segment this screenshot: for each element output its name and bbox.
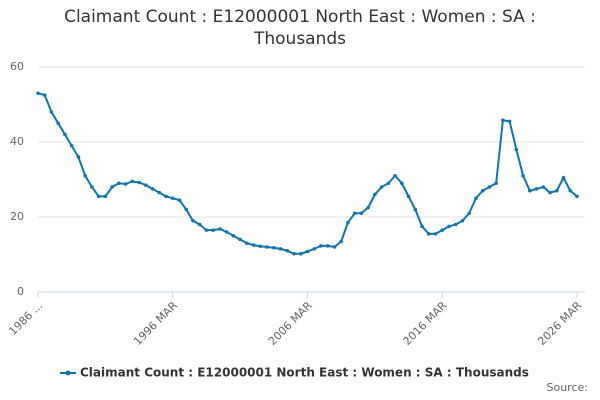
legend-label: Claimant Count : E12000001 North East : …: [80, 366, 529, 380]
point: [575, 194, 579, 199]
point: [251, 243, 256, 247]
point: [204, 228, 209, 232]
point: [63, 132, 67, 137]
point: [76, 155, 81, 159]
point: [150, 187, 155, 191]
point: [278, 247, 283, 251]
point: [312, 247, 317, 251]
point: [49, 110, 54, 114]
point: [130, 179, 135, 184]
point: [386, 181, 391, 186]
y-tick-label: 0: [17, 285, 24, 298]
point: [218, 227, 222, 231]
point: [177, 198, 182, 202]
point: [110, 185, 114, 189]
x-tick-label: 1986 ...: [6, 299, 45, 338]
point: [514, 147, 519, 152]
point: [96, 194, 101, 199]
y-tick-label: 40: [10, 135, 24, 148]
point: [413, 207, 418, 212]
point: [332, 245, 337, 249]
point: [339, 239, 343, 244]
point: [42, 93, 47, 97]
point: [406, 194, 411, 199]
point: [117, 181, 121, 186]
point: [554, 188, 559, 193]
point: [467, 211, 472, 216]
point: [507, 119, 512, 124]
chart-title: Claimant Count : E12000001 North East : …: [64, 7, 536, 49]
point: [197, 222, 202, 227]
point: [521, 173, 525, 178]
y-tick-label: 20: [10, 210, 24, 223]
point: [501, 118, 505, 123]
point: [325, 244, 330, 248]
point: [426, 232, 431, 236]
point: [144, 183, 148, 187]
point: [103, 194, 108, 199]
point: [36, 91, 40, 96]
point: [346, 220, 350, 225]
source: Source:: [547, 381, 589, 394]
point: [292, 251, 296, 256]
point: [258, 244, 263, 249]
point: [305, 249, 310, 254]
point: [231, 233, 236, 238]
point: [83, 173, 87, 178]
series-line: [37, 92, 578, 255]
point: [400, 181, 404, 186]
point: [534, 187, 539, 191]
point: [245, 241, 249, 246]
point: [541, 185, 546, 189]
point: [433, 232, 438, 236]
point: [298, 251, 303, 256]
point: [379, 185, 384, 189]
point: [191, 218, 195, 223]
point: [561, 175, 566, 180]
x-tick-label: 1996 MAR: [131, 299, 180, 348]
point: [366, 205, 370, 210]
point: [480, 188, 485, 193]
point: [460, 218, 465, 223]
point: [184, 207, 189, 212]
point: [474, 196, 478, 201]
y-tick-label: 60: [10, 60, 24, 73]
point: [157, 190, 162, 195]
point: [568, 188, 573, 193]
point: [90, 185, 94, 189]
point: [123, 182, 128, 186]
point: [359, 211, 364, 216]
point: [420, 224, 424, 229]
point: [211, 228, 215, 232]
point: [285, 248, 290, 253]
point: [487, 185, 492, 189]
x-tick-label: 2026 MAR: [535, 299, 584, 348]
point: [170, 196, 175, 201]
x-tick-label: 2016 MAR: [401, 299, 450, 348]
point: [494, 181, 498, 186]
point: [447, 224, 451, 229]
point: [352, 211, 357, 216]
point: [528, 188, 532, 193]
x-tick-label: 2006 MAR: [266, 299, 315, 348]
point: [69, 143, 74, 148]
point: [272, 245, 276, 250]
point: [453, 222, 458, 227]
point: [373, 192, 377, 197]
point: [319, 244, 323, 248]
point: [224, 230, 229, 234]
point: [137, 180, 141, 185]
point: [56, 121, 61, 126]
point: [393, 173, 397, 178]
point: [440, 228, 445, 232]
point: [548, 190, 552, 195]
legend-marker: [65, 370, 71, 376]
point: [265, 245, 269, 249]
point: [164, 194, 168, 199]
point: [238, 237, 242, 242]
